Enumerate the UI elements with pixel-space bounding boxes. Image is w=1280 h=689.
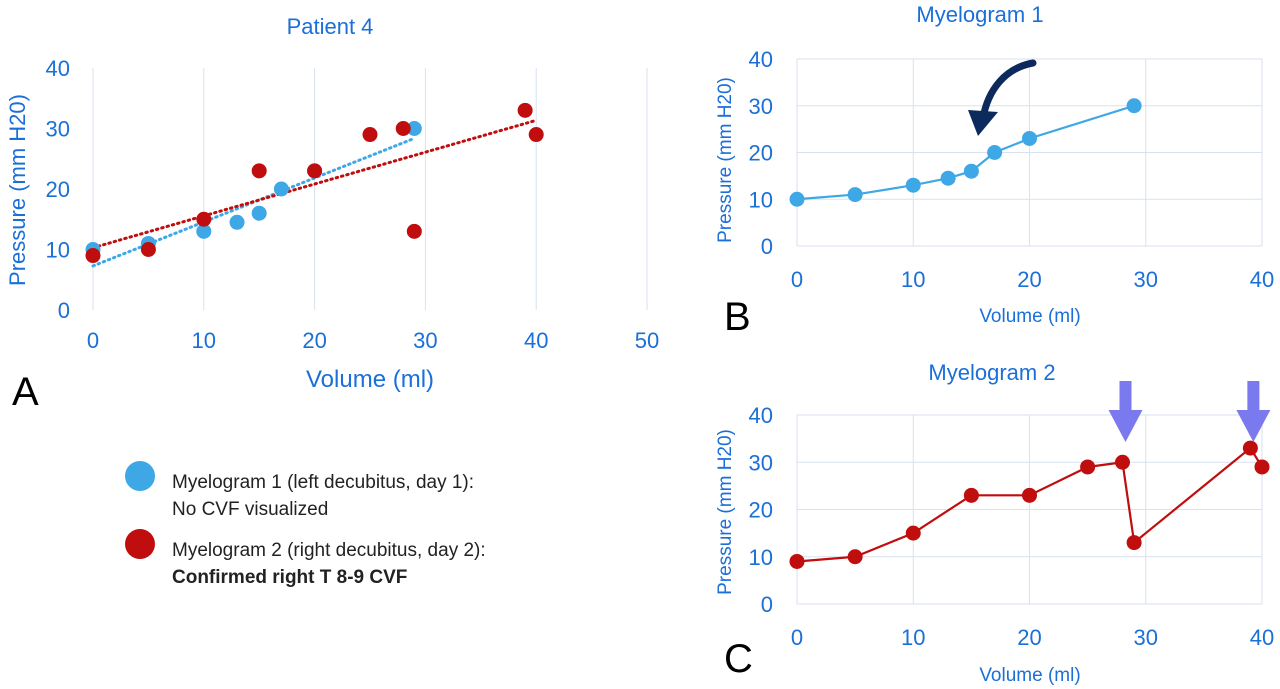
panel-label-a: A <box>12 370 39 414</box>
y-tick-label: 30 <box>749 450 773 475</box>
data-point <box>307 163 323 179</box>
data-point <box>251 163 267 179</box>
down-arrow-icon <box>1236 381 1271 442</box>
panel-c-title: Myelogram 2 <box>928 360 1055 385</box>
data-point <box>528 127 544 143</box>
x-tick-label: 20 <box>302 328 326 353</box>
data-point <box>251 205 267 221</box>
x-tick-label: 0 <box>87 328 99 353</box>
y-tick-label: 0 <box>58 298 70 323</box>
y-tick-label: 0 <box>761 592 773 617</box>
x-tick-label: 10 <box>901 625 925 650</box>
y-tick-label: 40 <box>749 403 773 428</box>
x-tick-label: 20 <box>1017 267 1041 292</box>
panel-label-c: C <box>724 637 753 681</box>
data-point <box>905 177 921 193</box>
x-tick-label: 50 <box>635 328 659 353</box>
y-tick-label: 40 <box>749 47 773 72</box>
y-tick-label: 20 <box>749 498 773 523</box>
legend: Myelogram 1 (left decubitus, day 1): No … <box>125 461 486 588</box>
data-point <box>963 163 979 179</box>
x-tick-label: 20 <box>1017 625 1041 650</box>
curved-arrow-icon <box>968 59 1037 136</box>
panel-a-title: Patient 4 <box>287 14 374 39</box>
data-point <box>196 211 212 227</box>
y-tick-label: 10 <box>749 187 773 212</box>
x-tick-label: 30 <box>1134 267 1158 292</box>
panel-a-ylabel: Pressure (mm H20) <box>5 94 30 286</box>
data-point <box>517 102 533 118</box>
data-point <box>1022 130 1037 146</box>
x-tick-label: 30 <box>1134 625 1158 650</box>
x-tick-label: 10 <box>192 328 216 353</box>
legend-marker-myelogram-1 <box>125 461 155 491</box>
data-point <box>362 127 378 143</box>
x-tick-label: 30 <box>413 328 437 353</box>
x-tick-label: 40 <box>1250 625 1274 650</box>
y-tick-label: 30 <box>46 117 70 142</box>
y-tick-label: 30 <box>749 94 773 119</box>
data-point <box>1126 535 1142 551</box>
x-tick-label: 10 <box>901 267 925 292</box>
legend-item-1-line2: No CVF visualized <box>172 499 328 520</box>
data-point <box>940 170 956 186</box>
x-tick-label: 0 <box>791 625 803 650</box>
legend-item-2-line2: Confirmed right T 8-9 CVF <box>172 567 407 588</box>
legend-marker-myelogram-2 <box>125 529 155 559</box>
data-point <box>905 525 921 541</box>
data-point <box>1254 459 1270 475</box>
y-tick-label: 0 <box>761 234 773 259</box>
data-point <box>273 181 289 197</box>
data-point <box>789 191 805 207</box>
data-point <box>196 223 212 239</box>
legend-item-2-line1: Myelogram 2 (right decubitus, day 2): <box>172 540 486 561</box>
x-tick-label: 0 <box>791 267 803 292</box>
x-tick-label: 40 <box>524 328 548 353</box>
panel-a-chart: Patient 4 Volume (ml) Pressure (mm H20) … <box>5 14 659 393</box>
panel-a-xlabel: Volume (ml) <box>306 366 434 393</box>
x-tick-label: 40 <box>1250 267 1274 292</box>
data-point <box>395 121 411 136</box>
data-point <box>406 121 422 136</box>
data-point <box>987 145 1003 160</box>
y-tick-label: 40 <box>46 56 70 81</box>
panel-b-chart: Myelogram 1 Volume (ml) Pressure (mm H20… <box>715 2 1274 327</box>
panel-b-xlabel: Volume (ml) <box>979 306 1080 327</box>
panel-b-ylabel: Pressure (mm H20) <box>715 77 736 243</box>
series-line <box>796 446 1263 563</box>
data-point <box>85 248 101 264</box>
data-point <box>1115 454 1130 470</box>
panel-c-ylabel: Pressure (mm H20) <box>715 429 736 595</box>
data-point <box>847 187 863 203</box>
panel-c-chart: Myelogram 2 Volume (ml) Pressure (mm H20… <box>715 360 1274 686</box>
y-tick-label: 20 <box>749 141 773 166</box>
data-point <box>1022 487 1037 503</box>
data-point <box>847 549 863 565</box>
data-point <box>789 553 805 569</box>
data-point <box>229 214 245 230</box>
y-tick-label: 10 <box>46 238 70 263</box>
panel-label-b: B <box>724 295 751 339</box>
panel-c-xlabel: Volume (ml) <box>979 665 1080 686</box>
data-point <box>140 242 156 257</box>
y-tick-label: 20 <box>46 177 70 202</box>
data-point <box>1080 459 1096 475</box>
legend-item-1-line1: Myelogram 1 (left decubitus, day 1): <box>172 472 474 493</box>
data-point <box>1126 98 1142 114</box>
data-point <box>1242 440 1258 456</box>
trendline <box>91 118 538 250</box>
y-tick-label: 10 <box>749 545 773 570</box>
data-point <box>406 223 422 239</box>
panel-b-title: Myelogram 1 <box>916 2 1043 27</box>
down-arrow-icon <box>1108 381 1143 442</box>
data-point <box>963 487 979 503</box>
